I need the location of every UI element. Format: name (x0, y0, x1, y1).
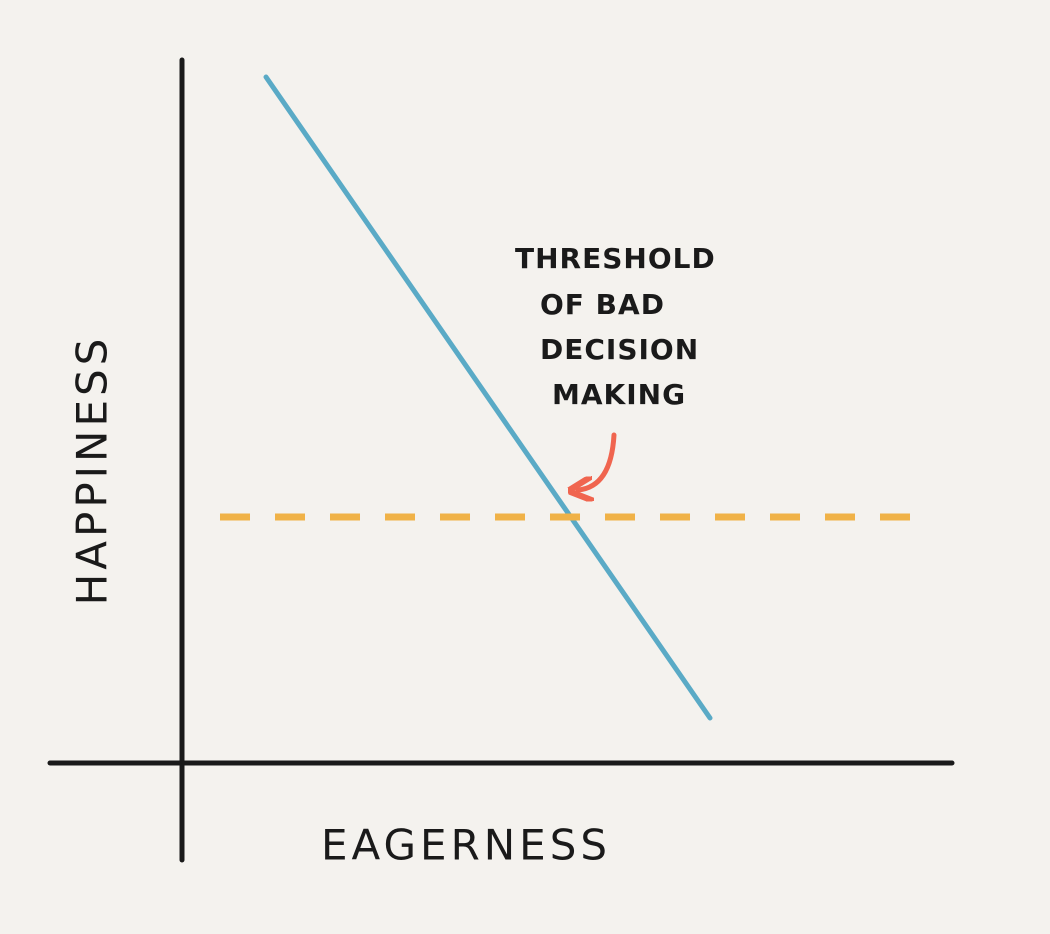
x-axis-label: EAGERNESS (321, 821, 611, 870)
arrow (578, 432, 617, 490)
annotation-line: OF BAD (540, 288, 665, 321)
annotation-line: MAKING (552, 378, 686, 411)
annotation-line: THRESHOLD (515, 242, 716, 275)
trend-line (263, 74, 713, 721)
y-axis-label: HAPPINESS (68, 335, 117, 606)
annotation-line: DECISION (540, 333, 699, 366)
